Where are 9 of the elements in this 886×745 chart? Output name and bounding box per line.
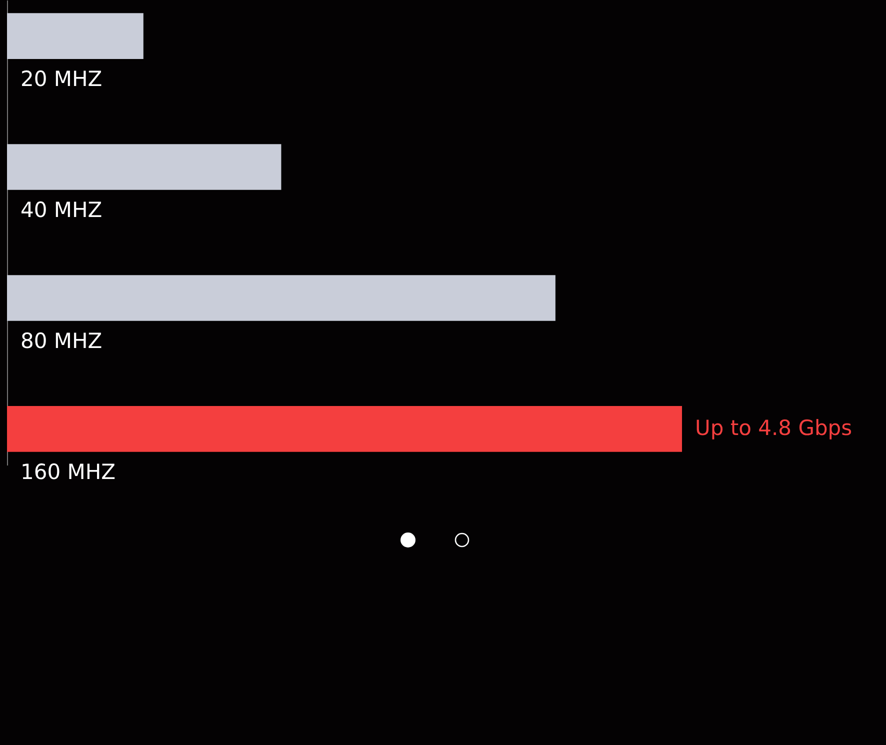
bar bbox=[7, 275, 556, 321]
y-tick-label: 160 MHZ bbox=[20, 460, 116, 484]
y-tick-label: 20 MHZ bbox=[20, 67, 102, 92]
bar bbox=[7, 144, 282, 190]
bar bbox=[7, 406, 682, 452]
data-label: Up to 4.8 Gbps bbox=[695, 416, 852, 440]
y-tick-label: 40 MHZ bbox=[20, 198, 102, 222]
bar bbox=[7, 13, 144, 59]
y-tick-label: 80 MHZ bbox=[20, 328, 102, 353]
